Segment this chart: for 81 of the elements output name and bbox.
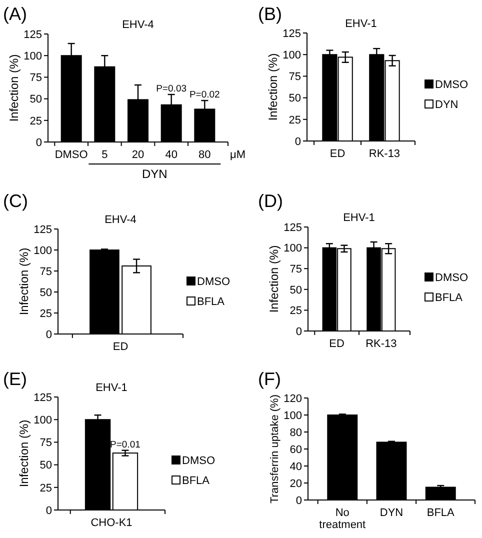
y-tick-label: 60 <box>290 444 302 456</box>
legend-label: BFLA <box>197 296 226 308</box>
chart-title: EHV-4 <box>122 19 154 31</box>
y-tick-label: 125 <box>34 224 52 236</box>
annotation: P=0.01 <box>110 439 140 450</box>
y-tick-label: 75 <box>40 437 52 450</box>
y-tick-label: 0 <box>294 136 301 148</box>
y-tick-label: 75 <box>40 266 52 278</box>
y-tick-label: 125 <box>34 392 52 404</box>
y-axis-title: Infection (%) <box>7 54 21 122</box>
y-tick-label: 25 <box>288 114 301 126</box>
legend-label: BFLA <box>435 292 464 304</box>
x-tick-label: ED <box>330 148 346 160</box>
x-tick-label: RK-13 <box>366 338 397 350</box>
x-tick-label: 80 <box>198 149 211 161</box>
y-tick-label: 50 <box>40 460 52 472</box>
y-axis-title: Infection (%) <box>266 53 280 121</box>
x-tick-label: 5 <box>102 149 108 161</box>
y-tick-label: 75 <box>288 71 301 84</box>
y-tick-label: 20 <box>290 478 302 490</box>
legend-label: DMSO <box>197 276 230 288</box>
chart-title: EHV-1 <box>343 212 375 224</box>
annotation: P=0.03 <box>156 83 187 94</box>
y-axis-title: Transferrin uptake (%) <box>269 394 281 504</box>
y-tick-label: 125 <box>284 222 302 234</box>
legend-label: DMSO <box>435 78 468 91</box>
y-tick-label: 100 <box>282 49 301 62</box>
y-tick-label: 100 <box>24 50 42 62</box>
text: (E) <box>3 369 27 389</box>
y-tick-label: 25 <box>40 308 52 320</box>
y-tick-label: 120 <box>284 392 302 405</box>
x-tick-label: CHO-K1 <box>90 517 132 529</box>
y-tick-label: 100 <box>284 410 302 422</box>
x-tick-label: No treatment <box>319 507 366 531</box>
y-tick-label: 0 <box>46 328 52 341</box>
text: (A) <box>3 4 27 24</box>
legend-label: BFLA <box>182 474 210 487</box>
text: DYN <box>142 167 168 181</box>
annotation: P=0.02 <box>189 90 220 101</box>
y-tick-label: 125 <box>24 28 42 41</box>
x-tick-label: ED <box>112 341 128 353</box>
x-tick-label: DYN <box>380 507 404 519</box>
y-tick-label: 0 <box>296 326 302 338</box>
y-tick-label: 40 <box>290 460 302 473</box>
y-tick-label: 50 <box>30 94 42 106</box>
y-tick-label: 100 <box>284 242 302 255</box>
y-tick-label: 50 <box>40 286 52 299</box>
x-tick-label: RK-13 <box>368 148 400 160</box>
y-axis-title: Infection (%) <box>17 420 31 488</box>
text: μM <box>230 149 246 161</box>
x-tick-label: 40 <box>165 149 178 161</box>
y-tick-label: 75 <box>290 263 302 276</box>
x-tick-label: 20 <box>132 149 144 161</box>
y-tick-label: 50 <box>288 92 301 105</box>
y-axis-title: Infection (%) <box>17 248 31 316</box>
x-tick-label: ED <box>329 338 345 350</box>
y-tick-label: 50 <box>290 284 302 296</box>
legend-label: DMSO <box>182 454 216 467</box>
y-tick-label: 0 <box>46 504 52 517</box>
chart-title: EHV-4 <box>104 214 136 226</box>
chart-title: EHV-1 <box>345 18 377 30</box>
y-tick-label: 25 <box>30 115 42 128</box>
chart-title: EHV-1 <box>96 382 128 394</box>
legend-label: DMSO <box>435 272 468 284</box>
text: (B) <box>258 4 282 24</box>
x-tick-label: DMSO <box>54 149 88 161</box>
y-tick-label: 80 <box>290 426 302 439</box>
y-tick-label: 100 <box>34 414 52 426</box>
y-tick-label: 0 <box>36 136 42 149</box>
x-tick-label: BFLA <box>426 507 456 519</box>
y-tick-label: 25 <box>40 482 52 494</box>
y-tick-label: 125 <box>282 28 301 40</box>
text: (D) <box>258 191 283 211</box>
text: (F) <box>258 369 281 389</box>
y-tick-label: 100 <box>34 244 52 257</box>
y-tick-label: 75 <box>30 72 42 84</box>
legend-label: DYN <box>435 98 458 111</box>
text: (C) <box>3 191 28 211</box>
y-axis-title: Infection (%) <box>267 245 281 313</box>
y-tick-label: 0 <box>296 494 302 507</box>
y-tick-label: 25 <box>290 305 302 318</box>
